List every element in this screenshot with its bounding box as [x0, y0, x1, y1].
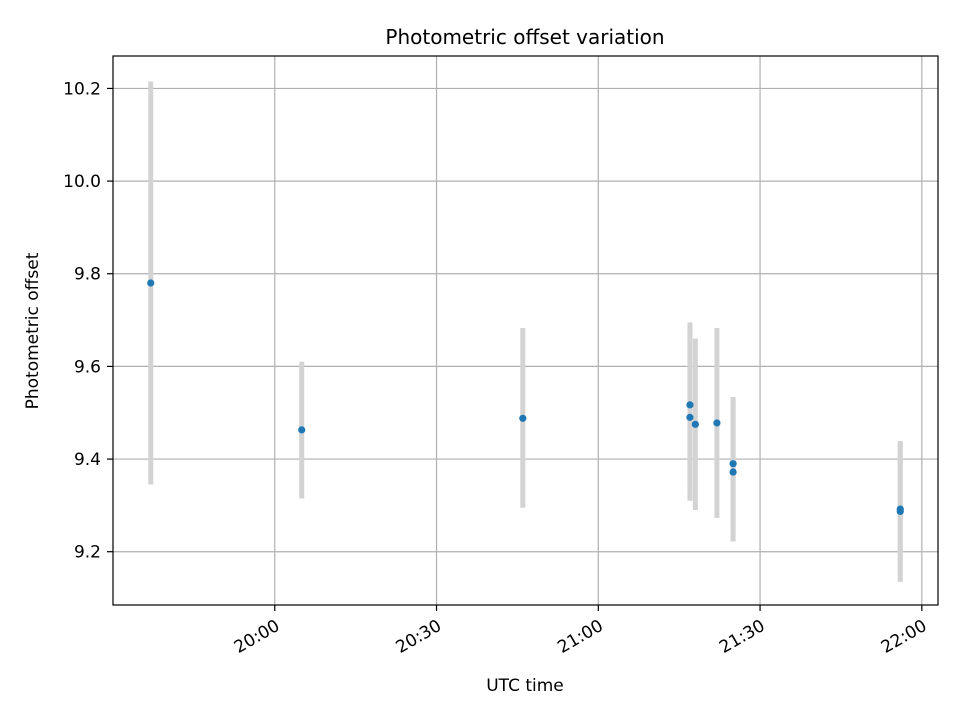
x-ticks: 20:00 20:30 21:00 21:30 22:00 [231, 605, 930, 658]
x-tick-label: 22:00 [878, 616, 930, 658]
x-tick-label: 20:30 [393, 616, 445, 658]
y-gridlines [113, 87, 938, 553]
x-tick-label: 21:00 [554, 616, 606, 658]
data-point [686, 413, 694, 421]
x-gridlines [274, 56, 923, 605]
data-point [896, 507, 904, 516]
plot-background [113, 56, 938, 605]
x-tick-label: 20:00 [231, 616, 283, 658]
y-ticks: 9.2 9.4 9.6 9.8 10.0 10.2 [63, 79, 113, 563]
data-point [729, 468, 737, 476]
x-tick-label: 21:30 [716, 616, 768, 658]
data-point [729, 460, 737, 468]
y-tick-label: 9.8 [74, 265, 101, 285]
plot-frame [112, 55, 939, 606]
chart-title: Photometric offset variation [385, 25, 664, 49]
y-axis-label: Photometric offset [23, 252, 43, 409]
data-point [519, 414, 527, 422]
data-point [147, 279, 155, 287]
y-tick-label: 10.0 [63, 172, 101, 192]
y-tick-label: 9.6 [74, 357, 101, 377]
data-point [298, 426, 306, 434]
data-point [686, 401, 694, 409]
y-tick-label: 9.2 [74, 543, 101, 563]
data-point [691, 420, 699, 428]
y-tick-label: 10.2 [63, 79, 101, 99]
data-points [147, 279, 904, 516]
y-tick-label: 9.4 [74, 450, 101, 470]
data-point [713, 419, 721, 427]
x-axis-label: UTC time [486, 676, 564, 696]
